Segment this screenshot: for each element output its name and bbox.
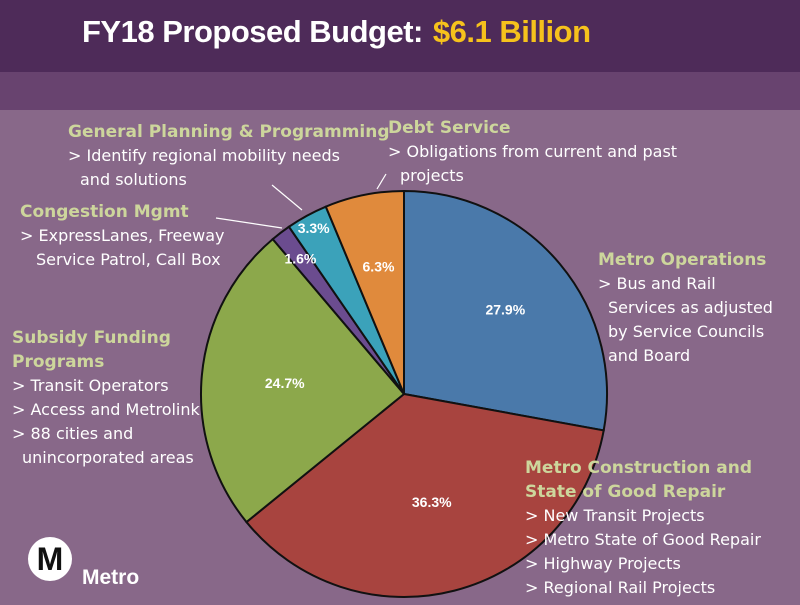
label-detail: projects xyxy=(400,166,464,185)
label-detail: > Regional Rail Projects xyxy=(525,578,716,597)
slice-percent-label: 36.3% xyxy=(412,494,452,510)
label-detail: > Metro State of Good Repair xyxy=(525,530,761,549)
pie-slice-subsidy-funding-programs xyxy=(200,237,406,524)
label-metro-operations: Metro Operations > Bus and Rail Services… xyxy=(598,248,773,368)
label-detail: > ExpressLanes, Freeway xyxy=(20,226,225,245)
label-congestion-mgmt: Congestion Mgmt > ExpressLanes, Freeway … xyxy=(20,200,225,272)
label-metro-construction: Metro Construction and State of Good Rep… xyxy=(525,456,795,600)
label-detail: > 88 cities and xyxy=(12,424,134,443)
header-band xyxy=(0,72,800,110)
logo-letter: M xyxy=(36,541,64,577)
label-heading: Debt Service xyxy=(388,118,511,138)
pie-slice-metro-construction-and-state-of-good-repair xyxy=(245,392,605,598)
slice-percent-label: 6.3% xyxy=(363,259,395,275)
label-heading: Congestion Mgmt xyxy=(20,202,189,222)
label-heading: Metro Operations xyxy=(598,250,767,270)
leader-line-planning xyxy=(271,184,303,211)
label-heading: General Planning & Programming xyxy=(68,122,390,142)
budget-amount: $6.1 Billion xyxy=(432,14,591,49)
label-general-planning: General Planning & Programming > Identif… xyxy=(68,120,390,192)
label-detail: > Transit Operators xyxy=(12,376,169,395)
label-detail: unincorporated areas xyxy=(22,448,194,467)
label-heading: Metro Construction and State of Good Rep… xyxy=(525,458,753,502)
label-detail: > Access and Metrolink xyxy=(12,400,200,419)
leader-line-congestion xyxy=(215,217,283,229)
metro-wordmark: Metro xyxy=(82,566,140,589)
label-detail: and Board xyxy=(608,346,691,365)
label-detail: by Service Councils xyxy=(608,322,765,341)
pie-slice-debt-service xyxy=(324,189,405,395)
page-title: FY18 Proposed Budget: $6.1 Billion xyxy=(82,14,591,50)
metro-logo: M xyxy=(28,537,72,581)
label-detail: Service Patrol, Call Box xyxy=(36,250,221,269)
label-detail: > New Transit Projects xyxy=(525,506,705,525)
label-detail: > Bus and Rail xyxy=(598,274,716,293)
slice-percent-label: 1.6% xyxy=(284,251,316,267)
title-text: FY18 Proposed Budget: xyxy=(82,14,423,49)
label-detail: Services as adjusted xyxy=(608,298,773,317)
slice-percent-label: 27.9% xyxy=(485,301,525,317)
leader-line-debt xyxy=(376,173,387,190)
slice-percent-label: 24.7% xyxy=(265,375,305,391)
label-detail: > Highway Projects xyxy=(525,554,681,573)
header-bar xyxy=(0,0,800,72)
label-detail: > Identify regional mobility needs xyxy=(68,146,340,165)
slice-percent-label: 3.3% xyxy=(298,220,330,236)
label-detail: and solutions xyxy=(80,170,187,189)
label-subsidy-funding: Subsidy Funding Programs > Transit Opera… xyxy=(12,326,200,470)
label-debt-service: Debt Service > Obligations from current … xyxy=(388,116,677,188)
label-heading: Subsidy Funding Programs xyxy=(12,328,171,372)
label-detail: > Obligations from current and past xyxy=(388,142,678,161)
pie-slice-metro-operations xyxy=(403,189,608,432)
